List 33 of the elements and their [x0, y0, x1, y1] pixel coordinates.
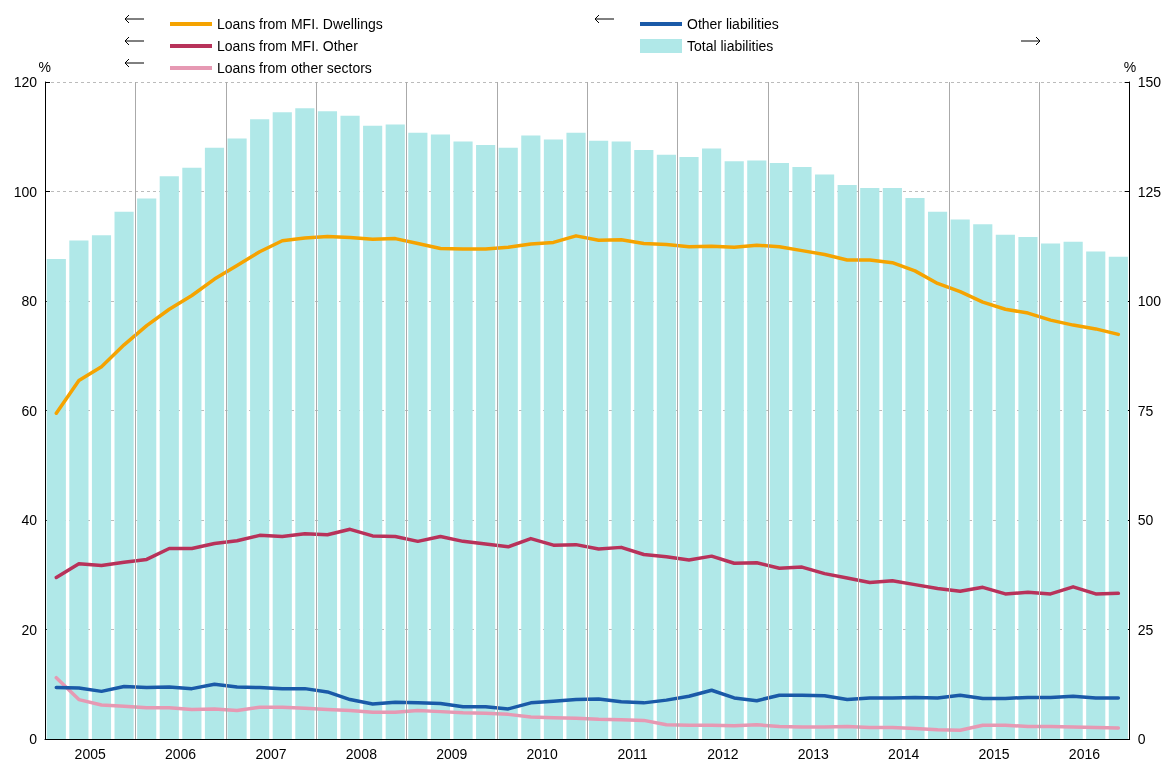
y-tick-label: 100: [13, 183, 38, 200]
y2-tick-label: 0: [1137, 731, 1146, 747]
x-tick-label: 2014: [888, 746, 920, 761]
y-tick-label: 80: [21, 293, 38, 309]
x-tick-label: 2010: [526, 746, 558, 761]
y2-tick-label: 75: [1137, 402, 1154, 419]
x-tick-label: 2012: [707, 746, 739, 761]
x-tick-label: 2007: [255, 746, 287, 761]
y-tick-label: 0: [29, 731, 38, 747]
legend-label: Total liabilities: [687, 38, 774, 54]
x-tick-label: 2006: [165, 746, 197, 761]
y-tick-label: 60: [21, 402, 38, 419]
x-tick-label: 2016: [1068, 746, 1101, 761]
y2-axis-title: %: [1123, 59, 1137, 75]
y2-tick-label: 150: [1137, 74, 1162, 90]
legend-label: Loans from MFI. Dwellings: [217, 16, 383, 32]
x-tick-label: 2009: [436, 746, 468, 761]
legend-label: Loans from other sectors: [217, 60, 372, 76]
y-axis-title: %: [38, 59, 51, 75]
y2-tick-label: 25: [1137, 621, 1154, 638]
legend-label: Other liabilities: [687, 16, 779, 32]
x-tick-label: 2008: [345, 746, 378, 761]
y-tick-label: 40: [21, 512, 38, 528]
y2-tick-label: 50: [1137, 512, 1154, 528]
y-tick-label: 120: [13, 74, 38, 90]
x-tick-label: 2005: [74, 746, 106, 761]
x-tick-label: 2015: [978, 746, 1010, 761]
y2-tick-label: 125: [1137, 183, 1162, 200]
x-tick-label: 2013: [797, 746, 830, 761]
x-tick-label: 2011: [617, 746, 648, 761]
y2-tick-label: 100: [1137, 293, 1162, 309]
y-tick-label: 20: [21, 621, 38, 638]
legend-label: Loans from MFI. Other: [217, 38, 359, 54]
